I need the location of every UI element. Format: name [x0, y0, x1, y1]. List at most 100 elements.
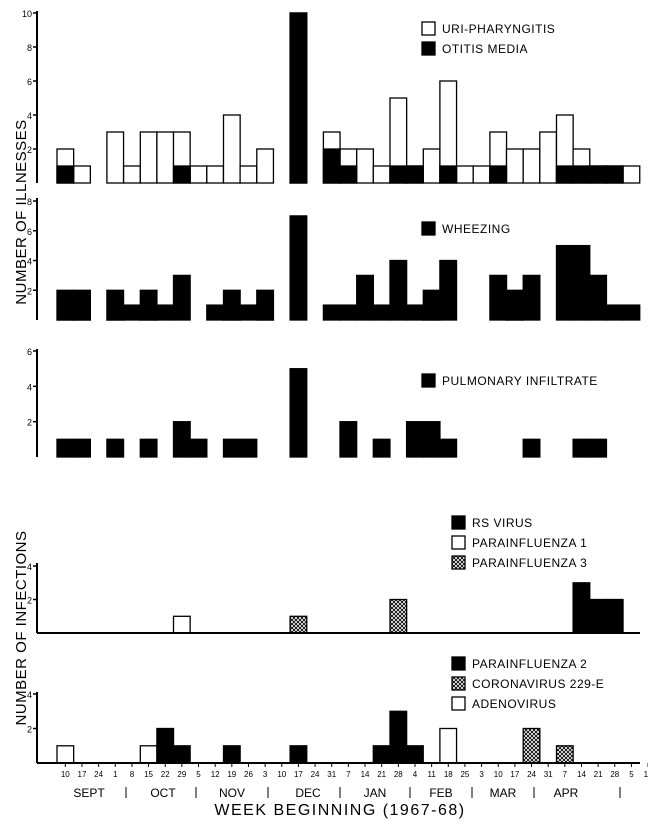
bar-rs-virus [572, 582, 591, 634]
bar-adenovirus [439, 727, 458, 764]
bar-coronavirus-229-e [555, 745, 574, 764]
week-label: 14 [361, 770, 370, 779]
y-tick-label: 8 [27, 43, 32, 53]
y-tick-label: 4 [27, 562, 32, 572]
week-label: 24 [94, 770, 103, 779]
week-label: 31 [327, 770, 336, 779]
week-label: 5 [196, 770, 201, 779]
bar-wheezing [256, 289, 275, 321]
bar-pulmonary-infiltrate [439, 438, 458, 458]
month-label-nov: NOV [219, 786, 245, 800]
bar-wheezing [222, 289, 241, 321]
bar-parainfluenza-2 [156, 727, 175, 764]
legend-swatch-parainfluenza-1 [451, 535, 466, 550]
y-tick-label: 6 [27, 227, 32, 237]
week-label: 17 [294, 770, 303, 779]
bar-otitis-media [439, 165, 458, 184]
legend-label-parainfluenza-2: PARAINFLUENZA 2 [472, 657, 587, 671]
bar-wheezing [139, 289, 158, 321]
bar-wheezing [122, 304, 141, 321]
bar-pulmonary-infiltrate [289, 368, 308, 458]
bar-otitis-media [289, 12, 308, 184]
legend-label-otitis-media: OTITIS MEDIA [442, 42, 528, 56]
month-label-mar: MAR [490, 786, 517, 800]
bar-otitis-media [605, 165, 624, 184]
week-label: 25 [460, 770, 469, 779]
bar-pulmonary-infiltrate [589, 438, 608, 458]
week-label: 19 [227, 770, 236, 779]
bar-rs-virus [589, 598, 608, 634]
y-tick-label: 6 [27, 77, 32, 87]
bar-otitis-media [322, 148, 341, 184]
bar-uri-pharyngitis [356, 148, 375, 184]
week-label: 3 [479, 770, 484, 779]
bar-parainfluenza-2 [222, 745, 241, 764]
bar-wheezing [372, 304, 391, 321]
week-label: 17 [78, 770, 87, 779]
legend-label-parainfluenza-3: PARAINFLUENZA 3 [472, 556, 587, 570]
legend-swatch-adenovirus [451, 696, 466, 711]
y-tick-label: 4 [27, 690, 32, 700]
panel-4: 2 4 RS VIRUS PARAINFLUENZA 1 PARAINFLUENZA 3 [27, 515, 624, 634]
bar-pulmonary-infiltrate [56, 438, 75, 458]
week-label: 10 [494, 770, 503, 779]
bar-wheezing [56, 289, 75, 321]
bar-pulmonary-infiltrate [422, 421, 441, 458]
panel-3: 2 4 6 PULMONARY INFILTRATE [27, 347, 608, 458]
bar-pulmonary-infiltrate [522, 438, 541, 458]
bar-pulmonary-infiltrate [172, 421, 191, 458]
legend-label-adenovirus: ADENOVIRUS [472, 697, 556, 711]
month-label-dec: DEC [295, 786, 321, 800]
month-label-feb: FEB [429, 786, 452, 800]
bar-parainfluenza-1 [172, 615, 191, 634]
bar-uri-pharyngitis [256, 148, 275, 184]
week-label: 22 [161, 770, 170, 779]
week-label: 4 [413, 770, 418, 779]
week-label: 24 [527, 770, 536, 779]
week-label: 24 [311, 770, 320, 779]
bar-uri-pharyngitis [139, 131, 158, 184]
legend-label-coronavirus-229-e: CORONAVIRUS 229-E [472, 677, 604, 691]
bar-wheezing [356, 274, 375, 321]
legend-label-rs-virus: RS VIRUS [472, 516, 533, 530]
y-tick-label: 4 [27, 382, 32, 392]
week-label: 3 [263, 770, 268, 779]
x-axis-label: WEEK BEGINNING (1967-68) [214, 802, 465, 819]
bar-pulmonary-infiltrate [222, 438, 241, 458]
week-label: 12 [211, 770, 220, 779]
month-label-apr: APR [554, 786, 579, 800]
bar-uri-pharyngitis [472, 165, 491, 184]
bar-otitis-media [56, 165, 75, 184]
bar-uri-pharyngitis [455, 165, 474, 184]
bar-wheezing [505, 289, 524, 321]
week-label: 8 [130, 770, 135, 779]
bar-wheezing [489, 274, 508, 321]
week-label: 10 [277, 770, 286, 779]
week-label: 7 [346, 770, 351, 779]
week-label: 14 [577, 770, 586, 779]
week-label: 28 [610, 770, 619, 779]
bar-otitis-media [389, 165, 408, 184]
bar-uri-pharyngitis [189, 165, 208, 184]
week-label: 5 [629, 770, 634, 779]
week-label: 28 [394, 770, 403, 779]
legend-swatch-parainfluenza-3 [451, 555, 466, 570]
bar-uri-pharyngitis [522, 148, 541, 184]
bar-pulmonary-infiltrate [372, 438, 391, 458]
bar-pulmonary-infiltrate [189, 438, 208, 458]
legend-swatch-wheezing [421, 221, 436, 236]
legend-swatch-uri-pharyngitis [421, 21, 436, 36]
bar-pulmonary-infiltrate [405, 421, 424, 458]
y-tick-label: 2 [27, 145, 32, 155]
bar-wheezing [206, 304, 225, 321]
week-label: 26 [244, 770, 253, 779]
bar-otitis-media [572, 165, 591, 184]
bar-parainfluenza-2 [289, 745, 308, 764]
bar-parainfluenza-2 [372, 745, 391, 764]
bar-pulmonary-infiltrate [106, 438, 125, 458]
bar-wheezing [389, 259, 408, 321]
bar-wheezing [439, 259, 458, 321]
panel-1: 2 4 6 8 10 URI-PHARYNGITIS OTITIS MEDIA [22, 9, 641, 184]
bar-wheezing [239, 304, 258, 321]
week-label: 21 [594, 770, 603, 779]
